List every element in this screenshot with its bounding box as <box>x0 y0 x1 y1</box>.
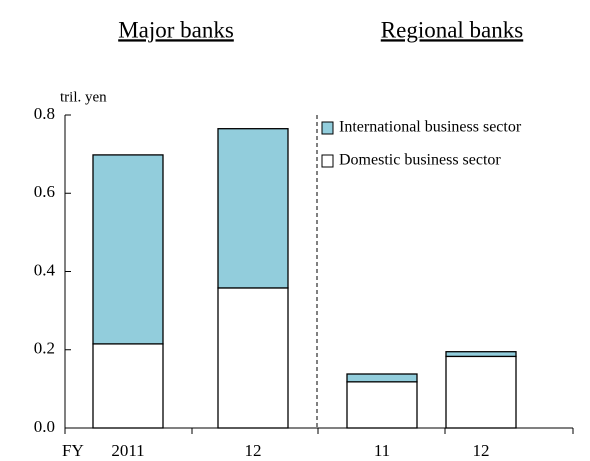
bar-segment <box>217 128 289 289</box>
bar-segment <box>217 287 289 429</box>
group-label: Regional banks <box>381 17 523 42</box>
bar-segment <box>92 154 164 345</box>
legend-swatch <box>321 154 334 168</box>
y-unit: tril. yen <box>60 89 107 105</box>
y-tick-label: 0.2 <box>34 339 55 358</box>
x-tick-label: 2011 <box>111 441 144 460</box>
x-axis-label: FY <box>62 441 84 460</box>
y-tick-label: 0.4 <box>34 260 56 279</box>
y-tick-label: 0.6 <box>34 182 55 201</box>
legend-label: Domestic business sector <box>339 152 501 169</box>
group-label: Major banks <box>118 17 234 42</box>
x-tick-label: 12 <box>473 441 490 460</box>
x-tick-label: 12 <box>245 441 262 460</box>
bar-segment <box>445 355 517 429</box>
bar-segment <box>92 343 164 429</box>
bar-segment <box>445 351 517 358</box>
y-tick-label: 0.8 <box>34 104 55 123</box>
y-tick-label: 0.0 <box>34 417 55 436</box>
bar-segment <box>346 373 418 383</box>
x-tick-label: 11 <box>374 441 390 460</box>
bar-segment <box>346 381 418 429</box>
legend-label: International business sector <box>339 119 522 136</box>
legend-swatch <box>321 121 334 135</box>
